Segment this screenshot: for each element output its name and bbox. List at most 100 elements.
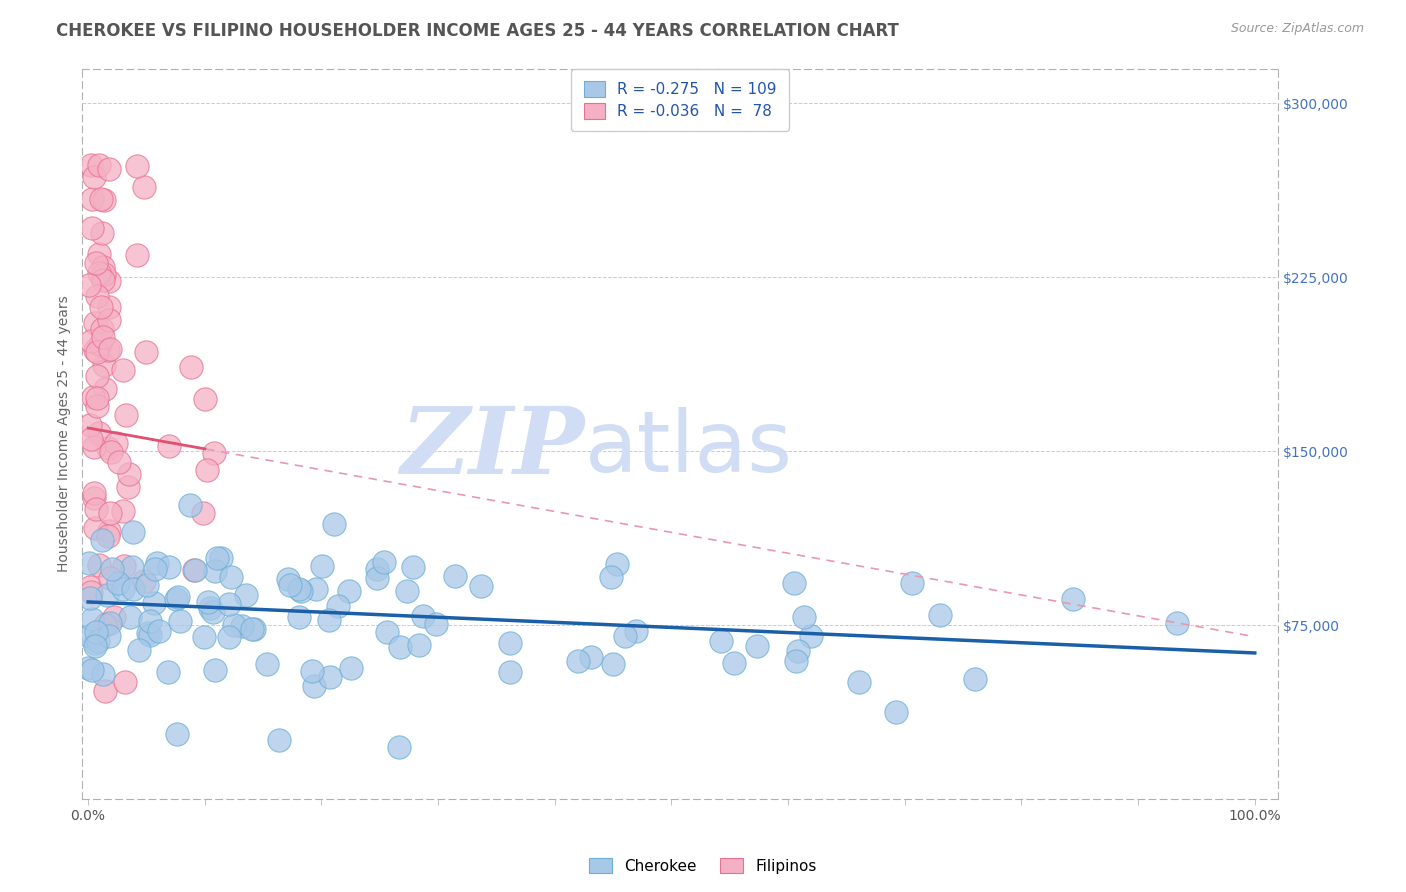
Point — [301, 665, 323, 679]
Point — [94, 382, 117, 396]
Point — [86, 399, 108, 413]
Point — [79, 417, 101, 432]
Point — [94, 617, 117, 632]
Point — [288, 610, 311, 624]
Point — [84, 501, 107, 516]
Point — [98, 629, 121, 643]
Point — [127, 248, 149, 262]
Point — [200, 600, 222, 615]
Point — [97, 529, 120, 543]
Point — [80, 192, 103, 206]
Point — [884, 706, 907, 720]
Point — [84, 636, 107, 650]
Point — [402, 560, 425, 574]
Point — [84, 625, 107, 640]
Point — [86, 368, 108, 383]
Point — [114, 675, 136, 690]
Point — [121, 560, 143, 574]
Point — [311, 559, 333, 574]
Legend: Cherokee, Filipinos: Cherokee, Filipinos — [583, 852, 823, 880]
Point — [235, 588, 257, 602]
Point — [191, 507, 214, 521]
Point — [86, 344, 108, 359]
Point — [89, 247, 111, 261]
Point — [107, 575, 129, 590]
Point — [165, 592, 187, 607]
Point — [444, 569, 467, 583]
Point — [112, 558, 135, 573]
Point — [388, 739, 411, 754]
Point — [184, 563, 207, 577]
Point — [87, 426, 110, 441]
Point — [745, 639, 768, 653]
Point — [470, 578, 492, 592]
Point — [710, 633, 733, 648]
Point — [138, 614, 160, 628]
Point — [82, 663, 104, 677]
Point — [606, 558, 628, 572]
Point — [87, 266, 110, 280]
Point — [118, 467, 141, 482]
Point — [180, 359, 202, 374]
Point — [77, 556, 100, 570]
Point — [567, 654, 589, 668]
Point — [98, 342, 121, 356]
Point — [94, 684, 117, 698]
Point — [91, 666, 114, 681]
Point — [202, 606, 225, 620]
Point — [79, 277, 101, 292]
Point — [90, 533, 112, 548]
Y-axis label: Householder Income Ages 25 - 44 years: Householder Income Ages 25 - 44 years — [58, 295, 72, 572]
Point — [288, 582, 311, 596]
Point — [96, 588, 118, 602]
Point — [128, 643, 150, 657]
Point — [98, 313, 121, 327]
Point — [86, 633, 108, 648]
Point — [121, 582, 143, 597]
Point — [318, 613, 340, 627]
Point — [388, 640, 411, 655]
Point — [366, 571, 388, 585]
Point — [98, 615, 121, 630]
Point — [117, 480, 139, 494]
Point — [98, 162, 121, 177]
Point — [204, 564, 226, 578]
Point — [800, 629, 823, 643]
Point — [136, 578, 159, 592]
Point — [79, 591, 101, 605]
Point — [83, 491, 105, 506]
Point — [304, 582, 326, 596]
Point — [77, 661, 100, 675]
Point — [157, 665, 180, 679]
Point — [277, 572, 299, 586]
Point — [1166, 616, 1188, 631]
Point — [222, 618, 245, 632]
Point — [86, 289, 108, 303]
Point — [337, 584, 360, 599]
Point — [93, 267, 115, 281]
Point — [204, 663, 226, 677]
Point — [100, 445, 122, 459]
Point — [97, 274, 120, 288]
Point — [408, 638, 430, 652]
Point — [783, 576, 806, 591]
Point — [231, 619, 253, 633]
Point — [111, 363, 134, 377]
Point — [366, 562, 388, 576]
Point — [218, 630, 240, 644]
Point — [80, 611, 103, 625]
Point — [97, 300, 120, 314]
Point — [600, 570, 623, 584]
Point — [179, 498, 201, 512]
Point — [1062, 591, 1084, 606]
Point — [157, 438, 180, 452]
Point — [111, 504, 134, 518]
Point — [135, 344, 157, 359]
Point — [82, 390, 104, 404]
Point — [83, 521, 105, 535]
Point — [80, 433, 103, 447]
Point — [166, 727, 188, 741]
Point — [785, 654, 807, 668]
Point — [91, 260, 114, 275]
Point — [93, 358, 115, 372]
